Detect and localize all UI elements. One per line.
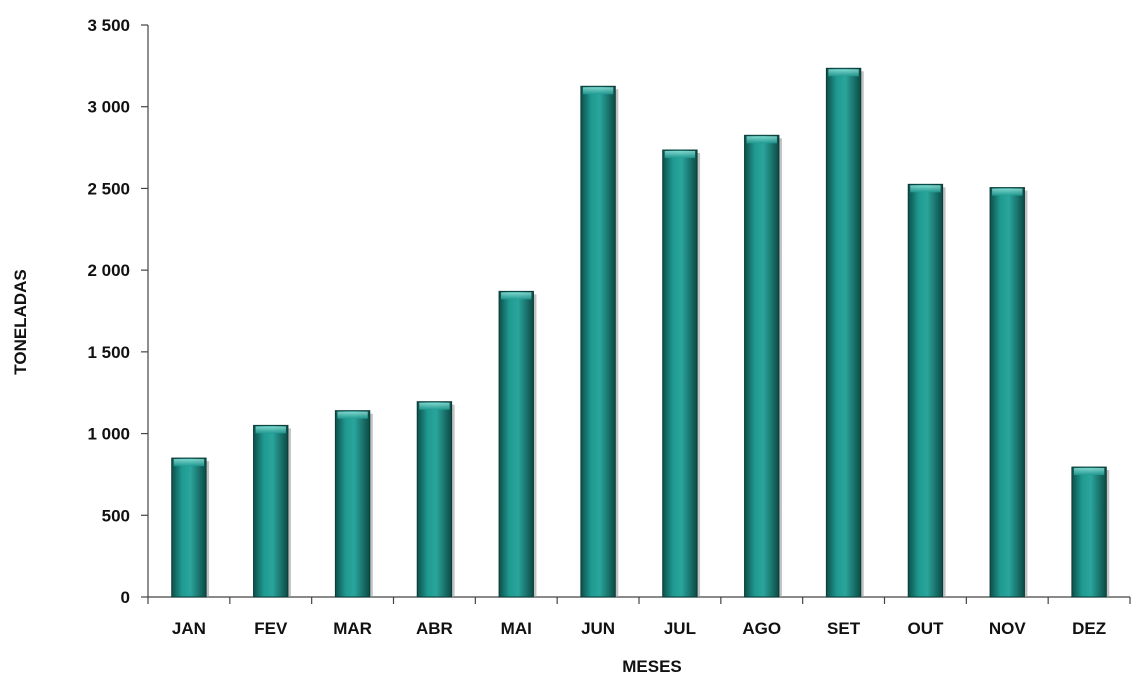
bar-highlight [828, 69, 859, 77]
bar-highlight [746, 136, 777, 144]
x-tick-label: ABR [416, 619, 453, 638]
y-tick-label: 2 000 [87, 261, 130, 280]
bar [825, 67, 862, 598]
x-tick-label: NOV [989, 619, 1027, 638]
y-tick-label: 1 500 [87, 343, 130, 362]
bar [498, 290, 534, 598]
bar-jul [662, 149, 701, 598]
bar-highlight [419, 402, 450, 410]
bar [253, 424, 289, 598]
bar-highlight [173, 459, 205, 467]
y-tick-label: 3 500 [87, 16, 130, 35]
bar-highlight [337, 411, 368, 419]
bar-dez [1071, 466, 1110, 598]
x-axis-label: MESES [622, 657, 682, 676]
x-tick-label: MAI [501, 619, 532, 638]
bar-highlight [582, 87, 614, 95]
bar-highlight [992, 188, 1023, 196]
y-tick-label: 3 000 [87, 98, 130, 117]
y-tick-label: 1 000 [87, 425, 130, 444]
bar-highlight [501, 292, 532, 300]
y-tick-label: 0 [121, 588, 130, 607]
bar-ago [744, 134, 782, 598]
bar-abr [416, 401, 455, 598]
x-tick-label: SET [827, 619, 861, 638]
bar [907, 183, 944, 598]
bar-jan [171, 457, 210, 598]
bar [334, 410, 371, 598]
x-tick-label: FEV [254, 619, 288, 638]
bar [416, 401, 453, 598]
bar-nov [989, 187, 1028, 598]
bar [580, 85, 616, 598]
x-tick-label: JUN [581, 619, 615, 638]
x-tick-label: OUT [907, 619, 944, 638]
bar-mar [334, 410, 373, 598]
bar [662, 149, 698, 598]
x-tick-label: JUL [664, 619, 696, 638]
bar-highlight [664, 151, 696, 159]
bar-mai [498, 290, 537, 598]
bar-set [825, 67, 864, 598]
y-axis-label: TONELADAS [11, 269, 30, 374]
y-axis: 0 500 1 000 1 500 2 000 2 500 3 000 3 500 [87, 16, 149, 607]
x-axis: JAN FEV MAR ABR MAI JUN JUL AGO SET OUT NOV DEZ [147, 596, 1131, 638]
x-tick-label: MAR [333, 619, 372, 638]
bar-jun [580, 85, 619, 598]
bar [171, 457, 207, 598]
bar-fev [253, 424, 291, 598]
bar [989, 187, 1025, 598]
bar-highlight [910, 185, 941, 193]
bar-highlight [255, 426, 286, 434]
x-tick-label: AGO [742, 619, 781, 638]
x-tick-label: DEZ [1072, 619, 1106, 638]
bars [171, 67, 1110, 598]
bar-out [907, 183, 946, 598]
bar [1071, 466, 1107, 598]
y-tick-label: 500 [102, 506, 130, 525]
y-tick-label: 2 500 [87, 179, 130, 198]
bar-highlight [1073, 468, 1105, 476]
bar [744, 134, 780, 598]
x-tick-label: JAN [172, 619, 206, 638]
